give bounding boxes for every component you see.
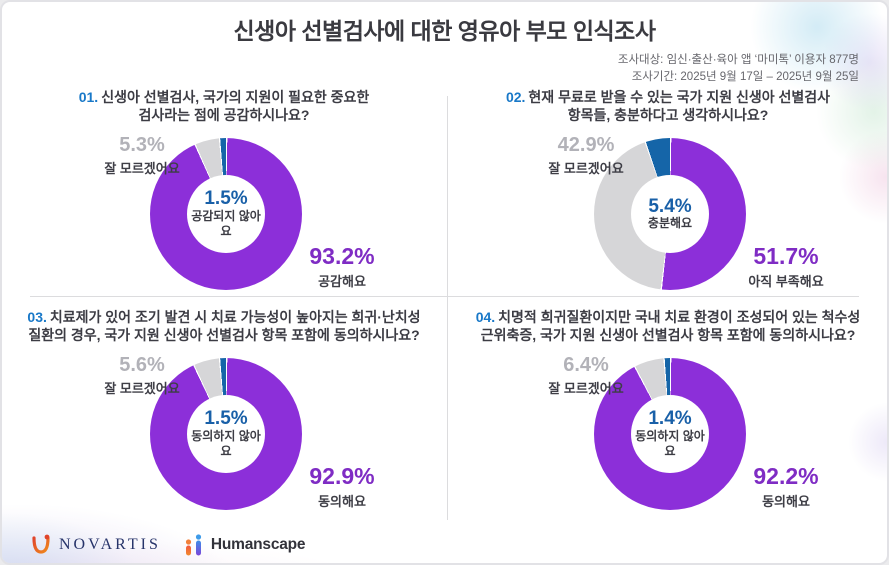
slice-label-insufficient: 51.7% 아직 부족해요: [716, 243, 856, 290]
center-label: 동의하지 않아요: [191, 428, 261, 458]
donut-chart-2: 5.4% 충분해요 42.9% 잘 모르겠어요 51.7% 아직 부족해요: [454, 132, 882, 304]
humanscape-logo: Humanscape: [183, 534, 306, 556]
slice-text: 공감해요: [318, 274, 366, 290]
question-number: 02.: [505, 89, 526, 105]
question-title-3: 03. 치료제가 있어 조기 발견 시 치료 가능성이 높아지는 희귀·난치성 질…: [27, 309, 421, 344]
donut-chart-1: 1.5% 공감되지 않아요 5.3% 잘 모르겠어요 93.2% 공감해요: [10, 132, 438, 304]
donut-chart-3: 1.5% 동의하지 않아요 5.6% 잘 모르겠어요 92.9% 동의해요: [10, 352, 438, 524]
novartis-logo: NOVARTIS: [30, 533, 161, 557]
novartis-icon: [32, 534, 50, 554]
question-number: 04.: [475, 309, 496, 325]
donut-center-label: 1.5% 동의하지 않아요: [187, 395, 265, 473]
survey-chart-3: 03. 치료제가 있어 조기 발견 시 치료 가능성이 높아지는 희귀·난치성 질…: [10, 308, 438, 524]
survey-chart-4: 04. 치명적 희귀질환이지만 국내 치료 환경이 조성되어 있는 척수성 근위축…: [454, 308, 882, 524]
slice-percent: 5.3%: [119, 134, 165, 156]
slice-percent: 92.2%: [753, 463, 819, 489]
slice-percent: 5.6%: [119, 354, 165, 376]
vertical-divider: [447, 96, 448, 520]
slice-label-unsure: 5.6% 잘 모르겠어요: [62, 354, 222, 397]
slice-label-agree: 92.9% 동의해요: [272, 463, 412, 510]
slice-label-agree: 93.2% 공감해요: [272, 243, 412, 290]
slice-text: 잘 모르겠어요: [548, 381, 624, 396]
survey-period: 조사기간: 2025년 9월 17일 – 2025년 9월 25일: [631, 70, 859, 83]
slice-label-agree: 92.2% 동의해요: [716, 463, 856, 510]
slice-text: 잘 모르겠어요: [104, 381, 180, 396]
question-title-4: 04. 치명적 희귀질환이지만 국내 치료 환경이 조성되어 있는 척수성 근위축…: [475, 309, 861, 344]
novartis-wordmark: NOVARTIS: [59, 536, 161, 553]
survey-chart-1: 01. 신생아 선별검사, 국가의 지원이 필요한 중요한 검사라는 점에 공감하…: [10, 88, 438, 304]
question-title-2: 02. 현재 무료로 받을 수 있는 국가 지원 신생아 선별검사 항목들, 충분…: [505, 89, 831, 124]
slice-text: 동의해요: [318, 494, 366, 510]
question-number: 01.: [78, 89, 99, 105]
slice-label-unsure: 5.3% 잘 모르겠어요: [62, 134, 222, 177]
center-label: 동의하지 않아요: [635, 428, 705, 458]
donut-center-label: 1.4% 동의하지 않아요: [631, 395, 709, 473]
center-percent: 1.4%: [648, 408, 692, 430]
donut-center-label: 1.5% 공감되지 않아요: [187, 175, 265, 253]
footer-logos: NOVARTIS Hum: [30, 533, 306, 557]
slice-percent: 51.7%: [753, 243, 819, 269]
humanscape-icon: [185, 534, 201, 556]
donut-center-label: 5.4% 충분해요: [631, 175, 709, 253]
question-title-1: 01. 신생아 선별검사, 국가의 지원이 필요한 중요한 검사라는 점에 공감하…: [78, 89, 370, 124]
survey-meta: 조사대상: 임신·출산·육아 앱 ‘마미톡’ 이용자 877명 조사기간: 20…: [618, 52, 859, 85]
slice-percent: 42.9%: [557, 134, 615, 156]
survey-chart-2: 02. 현재 무료로 받을 수 있는 국가 지원 신생아 선별검사 항목들, 충분…: [454, 88, 882, 304]
slice-text: 동의해요: [762, 494, 810, 510]
humanscape-wordmark: Humanscape: [210, 536, 306, 553]
question-number: 03.: [27, 309, 47, 325]
slice-text: 잘 모르겠어요: [548, 161, 624, 176]
slice-text: 잘 모르겠어요: [104, 161, 180, 176]
slice-percent: 92.9%: [309, 463, 375, 489]
center-percent: 5.4%: [648, 195, 692, 217]
center-percent: 1.5%: [204, 408, 248, 430]
slice-percent: 93.2%: [309, 243, 375, 269]
slice-label-unsure: 42.9% 잘 모르겠어요: [506, 134, 666, 177]
slice-percent: 6.4%: [563, 354, 609, 376]
survey-target: 조사대상: 임신·출산·육아 앱 ‘마미톡’ 이용자 877명: [617, 54, 859, 66]
page-title: 신생아 선별검사에 대한 영유아 부모 인식조사: [233, 18, 657, 44]
slice-text: 아직 부족해요: [748, 274, 824, 290]
slice-label-unsure: 6.4% 잘 모르겠어요: [506, 354, 666, 397]
center-label: 공감되지 않아요: [191, 208, 261, 238]
donut-chart-4: 1.4% 동의하지 않아요 6.4% 잘 모르겠어요 92.2% 동의해요: [454, 352, 882, 524]
center-percent: 1.5%: [204, 188, 248, 210]
center-label: 충분해요: [647, 216, 693, 231]
